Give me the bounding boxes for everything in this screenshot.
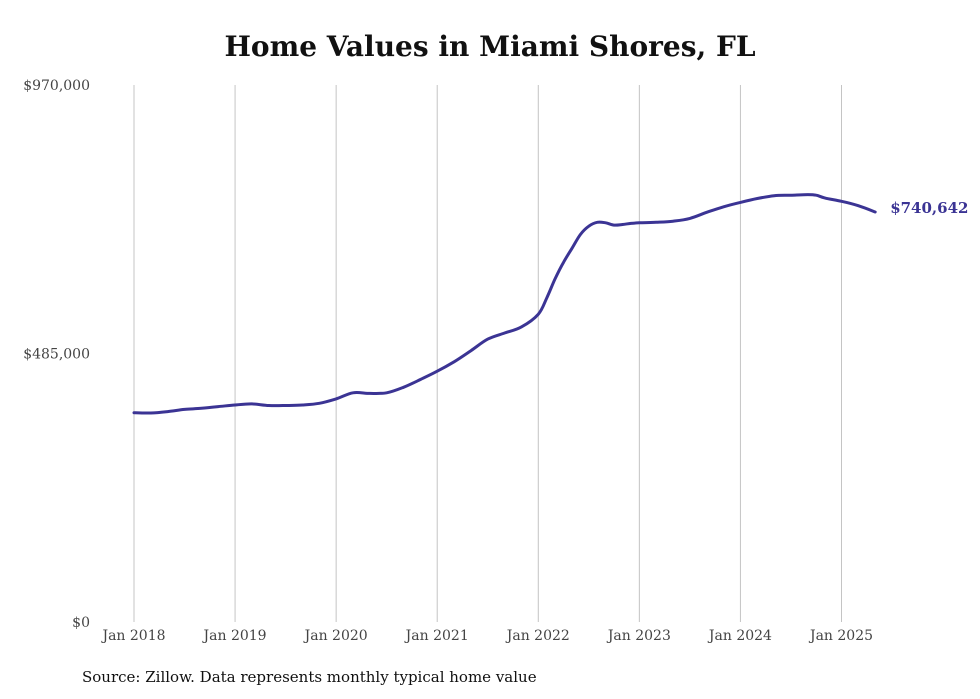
end-value-label: $740,642 <box>890 199 968 217</box>
y-tick-label: $0 <box>72 615 90 631</box>
axis-tick-labels: Jan 2018 Jan 2019 Jan 2020 Jan 2021 Jan 2022… <box>23 78 873 644</box>
x-tick-label: Jan 2019 <box>202 628 267 644</box>
series-layer <box>132 193 877 415</box>
x-tick-label: Jan 2023 <box>606 628 671 644</box>
source-note: Source: Zillow. Data represents monthly … <box>82 668 537 686</box>
x-tick-label: Jan 2018 <box>100 628 165 644</box>
x-tick-label: Jan 2021 <box>404 628 469 644</box>
y-tick-label: $485,000 <box>23 347 90 363</box>
data-labels: $740,642 <box>890 199 968 217</box>
grid-lines <box>133 85 842 622</box>
x-tick-label: Jan 2025 <box>808 628 873 644</box>
x-tick-label: Jan 2022 <box>505 628 570 644</box>
x-tick-label: Jan 2020 <box>303 628 368 644</box>
y-tick-label: $970,000 <box>23 78 90 94</box>
series-line <box>132 193 877 415</box>
x-tick-label: Jan 2024 <box>707 628 772 644</box>
chart-title: Home Values in Miami Shores, FL <box>224 30 756 63</box>
